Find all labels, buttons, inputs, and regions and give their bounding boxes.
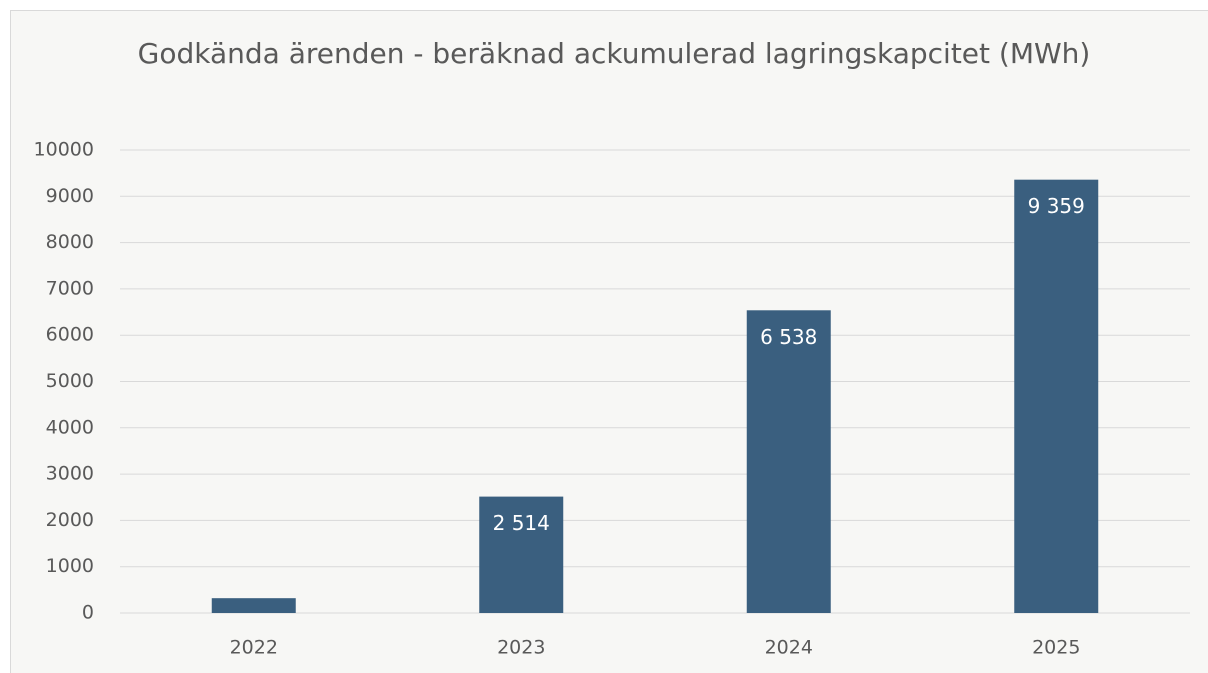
x-tick-label: 2022: [230, 637, 278, 659]
y-tick-label: 1000: [46, 555, 94, 577]
x-tick-label: 2024: [765, 637, 813, 659]
bar: [746, 310, 831, 613]
y-tick-label: 4000: [46, 416, 94, 438]
y-tick-label: 7000: [46, 277, 94, 299]
y-tick-label: 8000: [46, 231, 94, 253]
y-tick-label: 9000: [46, 185, 94, 207]
bar: [1014, 179, 1099, 614]
chart-background: [10, 10, 1208, 673]
bar: [479, 496, 564, 613]
bar: [211, 598, 296, 613]
chart-title: Godkända ärenden - beräknad ackumulerad …: [137, 37, 1091, 70]
y-tick-label: 0: [82, 602, 94, 624]
y-tick-label: 3000: [46, 463, 94, 485]
y-tick-label: 5000: [46, 370, 94, 392]
y-tick-label: 10000: [34, 139, 94, 161]
data-label: 9 359: [1028, 194, 1085, 218]
y-tick-label: 2000: [46, 509, 94, 531]
data-label: 2 514: [493, 511, 550, 535]
x-tick-label: 2025: [1032, 637, 1080, 659]
data-label: 6 538: [760, 325, 817, 349]
y-tick-label: 6000: [46, 324, 94, 346]
x-tick-label: 2023: [497, 637, 545, 659]
